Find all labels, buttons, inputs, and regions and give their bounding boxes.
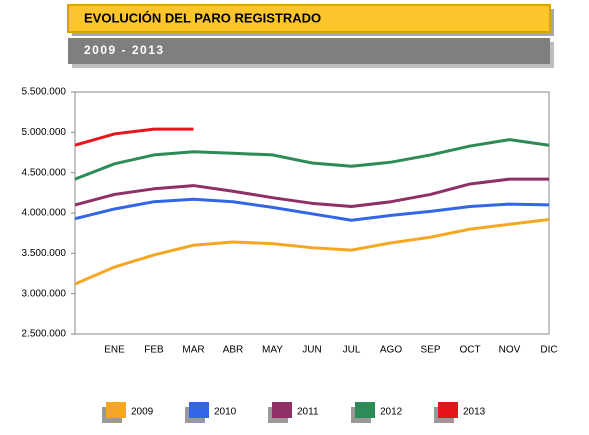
chart-title: EVOLUCIÓN DEL PARO REGISTRADO xyxy=(84,10,321,25)
subtitle-box xyxy=(68,38,550,64)
legend-label: 2012 xyxy=(380,407,403,418)
x-tick-label: JUN xyxy=(302,345,321,356)
legend-label: 2010 xyxy=(214,407,237,418)
y-tick-label: 4.500.000 xyxy=(22,167,67,178)
x-tick-label: AGO xyxy=(380,345,402,356)
x-tick-label: MAY xyxy=(262,345,283,356)
legend-swatch xyxy=(355,402,375,418)
x-tick-label: SEP xyxy=(420,345,440,356)
x-tick-label: DIC xyxy=(540,345,557,356)
x-tick-label: JUL xyxy=(343,345,361,356)
y-tick-label: 4.000.000 xyxy=(22,208,67,219)
x-tick-label: NOV xyxy=(499,345,521,356)
title-box xyxy=(67,4,551,33)
legend-swatch xyxy=(106,402,126,418)
legend-label: 2009 xyxy=(131,407,154,418)
legend-label: 2011 xyxy=(297,407,319,418)
y-tick-label: 2.500.000 xyxy=(22,329,67,340)
legend-swatch xyxy=(189,402,209,418)
y-tick-label: 3.500.000 xyxy=(22,248,67,259)
x-tick-label: FEB xyxy=(144,345,164,356)
y-tick-label: 5.500.000 xyxy=(22,87,67,98)
legend-swatch xyxy=(438,402,458,418)
x-tick-label: MAR xyxy=(182,345,204,356)
series-line xyxy=(74,177,549,209)
series-line xyxy=(74,217,550,286)
y-tick-label: 5.000.000 xyxy=(22,127,67,138)
legend-swatch xyxy=(272,402,292,418)
y-tick-label: 3.000.000 xyxy=(22,288,67,299)
x-tick-label: OCT xyxy=(459,345,480,356)
series-line xyxy=(74,127,194,147)
legend-label: 2013 xyxy=(463,407,486,418)
chart-subtitle: 2009 - 2013 xyxy=(84,43,165,57)
x-tick-label: ABR xyxy=(223,345,244,356)
series-line xyxy=(74,197,550,222)
series-line xyxy=(74,138,550,181)
x-tick-label: ENE xyxy=(104,345,125,356)
